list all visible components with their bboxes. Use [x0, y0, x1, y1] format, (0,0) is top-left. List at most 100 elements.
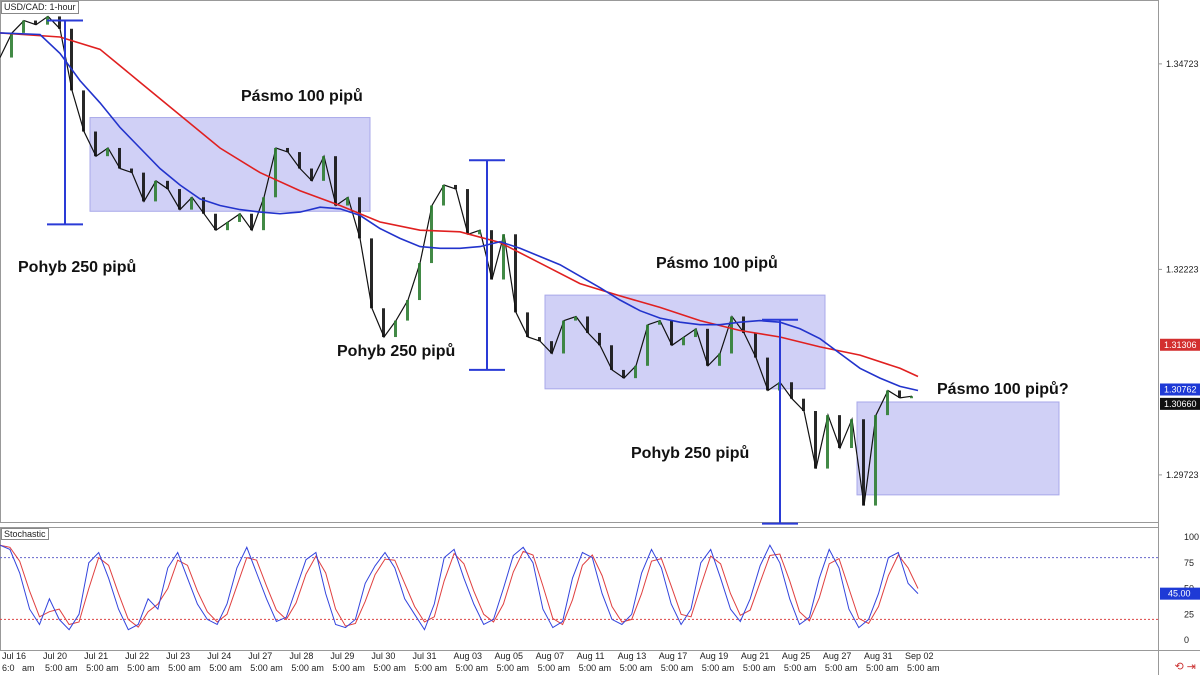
- candle: [478, 230, 481, 235]
- time-label-date: Jul 28: [289, 651, 313, 661]
- time-label-hour: 5:00 am: [538, 663, 571, 673]
- time-label-date: Jul 29: [330, 651, 354, 661]
- time-label-date: Aug 07: [536, 651, 565, 661]
- time-label-date: Jul 20: [43, 651, 67, 661]
- candle: [202, 197, 205, 214]
- time-label-hour: 5:00 am: [414, 663, 447, 673]
- price-badge: [1160, 383, 1200, 396]
- time-label-date: Aug 31: [864, 651, 893, 661]
- candle: [658, 320, 661, 325]
- candle: [694, 328, 697, 338]
- candle: [10, 32, 13, 58]
- chart-settings-icon[interactable]: ⟲ ⇥: [1174, 661, 1197, 673]
- candle: [178, 189, 181, 210]
- price-tick-label: 1.29723: [1166, 470, 1199, 480]
- candle: [442, 184, 445, 206]
- candle: [574, 316, 577, 321]
- annotation-range-3: Pásmo 100 pipů?: [937, 381, 1069, 398]
- candle: [34, 20, 37, 25]
- candle: [118, 147, 121, 169]
- candle: [370, 238, 373, 309]
- time-label-hour: 5:00 am: [866, 663, 899, 673]
- price-badge-label: 1.30762: [1164, 384, 1197, 394]
- symbol-label: USD/CAD: 1-hour: [1, 1, 79, 14]
- time-label-hour: 5:00 am: [579, 663, 612, 673]
- candle: [286, 147, 289, 153]
- time-label-date: Aug 27: [823, 651, 852, 661]
- time-label-hour: 5:00 am: [620, 663, 653, 673]
- price-badge: [1160, 397, 1200, 410]
- time-label-hour: 5:00 am: [209, 663, 242, 673]
- time-label-hour: 5:00 am: [825, 663, 858, 673]
- time-label-date: Sep 02: [905, 651, 934, 661]
- candle: [502, 234, 505, 280]
- candle: [82, 90, 85, 132]
- candle: [94, 131, 97, 157]
- candle: [430, 205, 433, 264]
- candle: [550, 341, 553, 354]
- candle: [538, 337, 541, 342]
- candle: [334, 156, 337, 206]
- candle: [262, 197, 265, 231]
- candle: [730, 316, 733, 354]
- candle: [394, 320, 397, 338]
- time-label-date: Aug 17: [659, 651, 688, 661]
- candle: [298, 152, 301, 169]
- time-label-hour: 5:00 am: [291, 663, 324, 673]
- time-label-date: Aug 03: [454, 651, 483, 661]
- price-tick-label: 1.32223: [1166, 264, 1199, 274]
- time-label-hour: 5:00 am: [373, 663, 406, 673]
- candle: [598, 332, 601, 346]
- candle: [382, 308, 385, 338]
- time-label-date: Aug 19: [700, 651, 729, 661]
- time-label-hour: 5:00 am: [661, 663, 694, 673]
- ma-slow-line: [0, 32, 919, 378]
- candle: [562, 320, 565, 354]
- candle: [466, 189, 469, 235]
- time-label-hour: 5:00 am: [784, 663, 817, 673]
- candle: [670, 320, 673, 346]
- candle: [790, 382, 793, 399]
- candle: [886, 390, 889, 416]
- stoch-d-line: [0, 544, 919, 628]
- time-label-hour: 5:00 am: [907, 663, 940, 673]
- annotation-move-2: Pohyb 250 pipů: [337, 343, 456, 360]
- time-label-hour: 5:00 am: [456, 663, 489, 673]
- stoch-k-line: [0, 544, 919, 631]
- time-label-date: Aug 25: [782, 651, 811, 661]
- range-zone-3: [856, 401, 1060, 496]
- annotation-range-2: Pásmo 100 pipů: [656, 255, 778, 272]
- time-label-hour: 5:00 am: [168, 663, 201, 673]
- candle: [130, 168, 133, 173]
- candle: [802, 398, 805, 412]
- candle: [274, 147, 277, 198]
- time-label-hour: 5:00 am: [332, 663, 365, 673]
- candle: [358, 197, 361, 239]
- candle: [874, 415, 877, 506]
- candle: [58, 16, 61, 29]
- candle: [646, 324, 649, 366]
- time-label-hour: 5:00 am: [250, 663, 283, 673]
- candle: [154, 180, 157, 202]
- candle: [250, 213, 253, 231]
- candle: [634, 365, 637, 379]
- time-label-hour: 5:00 am: [497, 663, 530, 673]
- candle: [406, 300, 409, 321]
- candle: [226, 221, 229, 231]
- candle: [166, 180, 169, 190]
- time-label-date: Aug 05: [495, 651, 524, 661]
- range-zone-1: [89, 117, 371, 212]
- stoch-tick-label: 25: [1184, 609, 1194, 619]
- time-label-hour: 5:00 am: [86, 663, 119, 673]
- time-label-date: Jul 16: [2, 651, 26, 661]
- stoch-tick-label: 75: [1184, 558, 1194, 568]
- stoch-tick-label: 0: [1184, 635, 1189, 645]
- annotation-move-3: Pohyb 250 pipů: [631, 445, 750, 462]
- price-line: [0, 15, 913, 506]
- stoch-value-badge: [1160, 587, 1200, 600]
- price-badge-label: 1.30660: [1164, 399, 1197, 409]
- time-label-date: Jul 24: [207, 651, 231, 661]
- annotation-move-1: Pohyb 250 pipů: [18, 259, 137, 276]
